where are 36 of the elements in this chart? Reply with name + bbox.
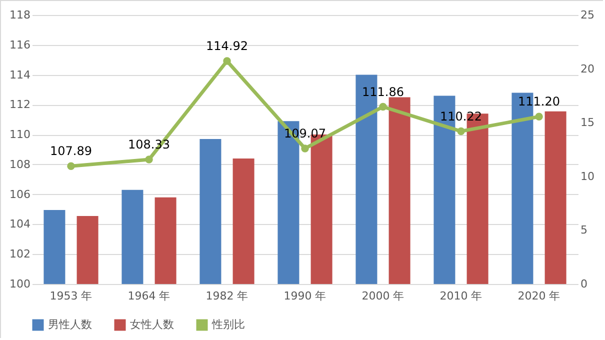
data-label: 110.22 xyxy=(440,109,482,124)
y-tick-label: 104 xyxy=(10,218,30,231)
x-tick-label: 2000 年 xyxy=(362,290,404,302)
y-tick-label: 100 xyxy=(10,278,30,290)
point xyxy=(457,127,465,136)
y2-tick-label: 20 xyxy=(580,62,594,76)
y-tick-label: 112 xyxy=(10,98,30,112)
point xyxy=(301,144,309,152)
point xyxy=(223,57,231,65)
x-tick-label: 1990 年 xyxy=(284,290,326,302)
y2-tick-label: 5 xyxy=(580,224,588,237)
y-tick-label: 116 xyxy=(10,38,30,52)
point xyxy=(535,112,543,120)
x-tick-label: 2020 年 xyxy=(518,290,560,302)
x-tick-label: 1982 年 xyxy=(206,290,248,302)
x-tick-label: 1964 年 xyxy=(128,290,170,302)
data-label: 114.92 xyxy=(206,39,248,54)
y-tick-label: 102 xyxy=(10,248,30,261)
y2-tick-label: 25 xyxy=(580,8,594,22)
x-tick-label: 2010 年 xyxy=(440,290,482,302)
y-tick-label: 106 xyxy=(10,188,30,201)
data-label: 107.89 xyxy=(50,144,92,158)
legend-label: 性别比 xyxy=(211,318,245,331)
y-tick-label: 108 xyxy=(10,158,30,171)
x-tick-label: 1953 年 xyxy=(50,290,92,302)
y2-tick-label: 10 xyxy=(580,170,594,183)
point xyxy=(379,102,387,111)
point xyxy=(145,156,153,164)
legend-label: 男性人数 xyxy=(48,318,92,331)
legend-label: 女性人数 xyxy=(130,318,174,331)
y2-tick-label: 0 xyxy=(580,278,588,290)
y-tick-label: 110 xyxy=(10,128,30,142)
y2-tick-label: 15 xyxy=(580,116,594,130)
point xyxy=(67,162,75,170)
y-tick-label: 118 xyxy=(10,8,30,22)
y-tick-label: 114 xyxy=(10,68,30,82)
